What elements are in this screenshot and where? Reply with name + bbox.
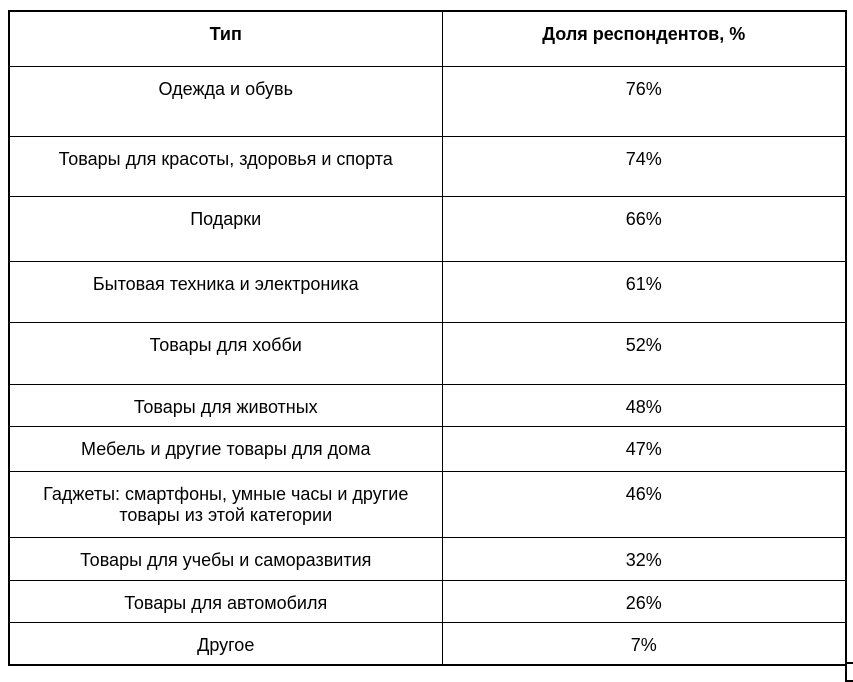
table-body: Одежда и обувь 76% Товары для красоты, здо… [8, 65, 847, 666]
type-cell: Гаджеты: смартфоны, умные часы и другие … [8, 470, 443, 538]
share-cell: 61% [441, 260, 847, 323]
column-header-share: Доля респондентов, % [441, 10, 847, 67]
type-cell: Товары для животных [8, 383, 443, 427]
share-cell: 26% [441, 579, 847, 623]
share-cell: 47% [441, 425, 847, 472]
table-row: Подарки 66% [8, 195, 847, 262]
table-row: Другое 7% [8, 621, 847, 666]
type-cell: Одежда и обувь [8, 65, 443, 137]
table-row: Товары для автомобиля 26% [8, 579, 847, 623]
type-cell: Мебель и другие товары для дома [8, 425, 443, 472]
type-cell: Товары для учебы и саморазвития [8, 536, 443, 581]
type-cell: Товары для красоты, здоровья и спорта [8, 135, 443, 197]
share-cell: 74% [441, 135, 847, 197]
share-cell: 46% [441, 470, 847, 538]
table-row: Товары для красоты, здоровья и спорта 74% [8, 135, 847, 197]
table-header-row: Тип Доля респондентов, % [8, 10, 847, 67]
paragraph-mark-artifact [845, 662, 853, 682]
table-row: Бытовая техника и электроника 61% [8, 260, 847, 323]
share-cell: 32% [441, 536, 847, 581]
table-row: Мебель и другие товары для дома 47% [8, 425, 847, 472]
type-cell: Товары для автомобиля [8, 579, 443, 623]
column-header-type: Тип [8, 10, 443, 67]
table-row: Гаджеты: смартфоны, умные часы и другие … [8, 470, 847, 538]
table-row: Товары для хобби 52% [8, 321, 847, 385]
type-cell: Другое [8, 621, 443, 666]
table-row: Товары для учебы и саморазвития 32% [8, 536, 847, 581]
share-cell: 66% [441, 195, 847, 262]
share-cell: 7% [441, 621, 847, 666]
table-row: Товары для животных 48% [8, 383, 847, 427]
type-cell: Бытовая техника и электроника [8, 260, 443, 323]
type-cell: Товары для хобби [8, 321, 443, 385]
respondents-table: Тип Доля респондентов, % Одежда и обувь 7… [8, 10, 847, 666]
share-cell: 76% [441, 65, 847, 137]
type-cell: Подарки [8, 195, 443, 262]
share-cell: 48% [441, 383, 847, 427]
table-row: Одежда и обувь 76% [8, 65, 847, 137]
share-cell: 52% [441, 321, 847, 385]
